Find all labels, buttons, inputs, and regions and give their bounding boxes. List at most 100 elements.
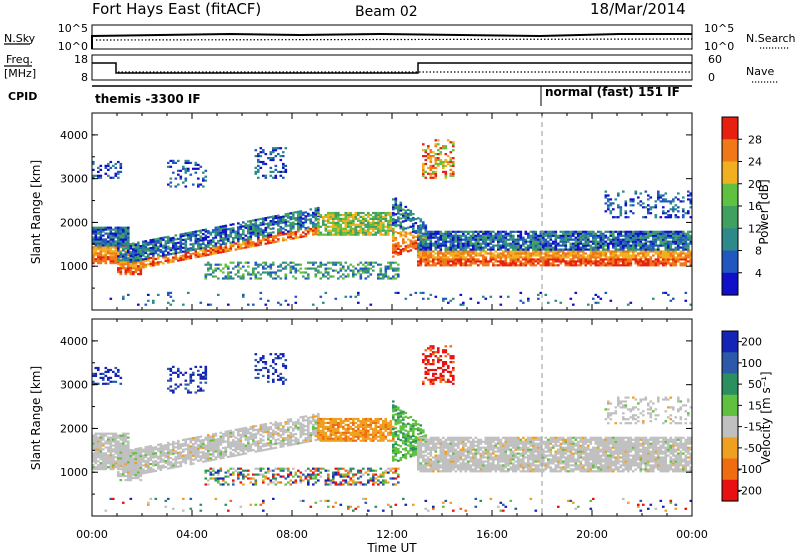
power-cell bbox=[274, 234, 278, 237]
power-cell bbox=[557, 258, 560, 261]
power-cell bbox=[429, 250, 433, 253]
power-cell bbox=[414, 291, 418, 294]
velocity-cell bbox=[99, 446, 103, 449]
power-cell bbox=[252, 303, 255, 306]
power-cell bbox=[232, 242, 235, 246]
power-cell bbox=[607, 256, 610, 259]
power-cell bbox=[587, 242, 590, 245]
power-cell bbox=[327, 233, 330, 236]
power-cell bbox=[352, 215, 355, 218]
velocity-cell bbox=[159, 466, 163, 470]
power-cell bbox=[259, 151, 263, 154]
power-cell bbox=[247, 303, 250, 306]
power-cell bbox=[674, 246, 678, 249]
power-cell bbox=[227, 265, 230, 268]
power-cell bbox=[407, 232, 410, 235]
velocity-cell bbox=[199, 455, 203, 458]
power-cell bbox=[164, 240, 168, 243]
power-cell bbox=[142, 244, 145, 247]
velocity-cell bbox=[104, 452, 108, 455]
power-cell bbox=[484, 240, 488, 243]
power-cell bbox=[392, 237, 395, 240]
velocity-cell bbox=[124, 444, 128, 447]
velocity-cell bbox=[107, 450, 110, 453]
power-cell bbox=[552, 256, 555, 259]
power-cell bbox=[197, 239, 200, 242]
power-cell bbox=[474, 236, 478, 239]
power-cell bbox=[127, 245, 130, 248]
power-cell bbox=[104, 166, 108, 169]
power-cell bbox=[194, 236, 198, 239]
power-cell bbox=[374, 231, 378, 234]
power-cell bbox=[639, 236, 643, 239]
power-cell bbox=[517, 248, 520, 251]
power-cell bbox=[424, 264, 428, 267]
power-cell bbox=[202, 171, 205, 174]
power-cell bbox=[452, 240, 455, 243]
power-cell bbox=[544, 293, 548, 296]
power-cell bbox=[627, 252, 630, 255]
power-cell bbox=[124, 259, 128, 262]
power-cell bbox=[344, 233, 348, 236]
power-cell bbox=[244, 226, 248, 229]
power-cell bbox=[662, 258, 665, 261]
power-cell bbox=[672, 232, 675, 235]
power-cell bbox=[539, 291, 543, 294]
power-cell bbox=[684, 262, 688, 265]
power-cell bbox=[459, 244, 463, 247]
power-cell bbox=[204, 263, 208, 266]
power-cell bbox=[344, 213, 348, 217]
power-cell bbox=[419, 256, 423, 259]
power-cell bbox=[272, 237, 275, 240]
power-cell bbox=[167, 247, 170, 250]
velocity-cell bbox=[162, 458, 165, 461]
power-cell bbox=[432, 155, 435, 158]
power-cell bbox=[579, 258, 583, 261]
power-cell bbox=[342, 233, 345, 236]
velocity-cell bbox=[177, 455, 180, 458]
velocity-cell bbox=[167, 467, 170, 470]
power-cell bbox=[444, 160, 448, 164]
velocity-cell bbox=[137, 473, 140, 476]
power-cell bbox=[367, 271, 370, 274]
power-cell bbox=[637, 202, 640, 205]
velocity-cell bbox=[134, 477, 138, 480]
power-cell bbox=[379, 225, 383, 228]
power-cell bbox=[377, 277, 380, 280]
power-cell bbox=[417, 248, 420, 251]
velocity-cell bbox=[94, 442, 98, 445]
velocity-cell bbox=[159, 464, 163, 468]
power-cell bbox=[504, 264, 508, 267]
power-cell bbox=[477, 246, 480, 249]
power-cell bbox=[547, 264, 550, 267]
power-cell bbox=[492, 256, 495, 259]
power-cell bbox=[229, 275, 233, 278]
power-cell bbox=[429, 264, 433, 267]
power-cell bbox=[607, 230, 610, 233]
power-cell bbox=[672, 238, 675, 241]
power-cell bbox=[194, 161, 198, 164]
power-cell bbox=[602, 250, 605, 253]
power-cell bbox=[217, 241, 220, 245]
power-cell bbox=[394, 291, 398, 294]
power-cell bbox=[434, 242, 438, 245]
power-cell bbox=[539, 244, 543, 247]
power-cell bbox=[582, 234, 585, 237]
power-cell bbox=[292, 213, 295, 216]
power-cell bbox=[637, 262, 640, 265]
power-cell bbox=[107, 162, 110, 166]
power-cell bbox=[172, 236, 175, 239]
power-cell bbox=[119, 253, 123, 256]
power-cell bbox=[472, 234, 475, 237]
power-cell bbox=[262, 174, 265, 177]
power-cell bbox=[504, 254, 508, 257]
power-cell bbox=[634, 246, 638, 249]
power-cell bbox=[319, 295, 323, 298]
power-cell bbox=[172, 171, 175, 174]
power-cell bbox=[652, 232, 655, 235]
power-cell bbox=[352, 233, 355, 236]
power-cell bbox=[442, 256, 445, 259]
power-cell bbox=[424, 155, 428, 158]
power-cell bbox=[619, 260, 623, 263]
power-cell bbox=[307, 230, 310, 233]
